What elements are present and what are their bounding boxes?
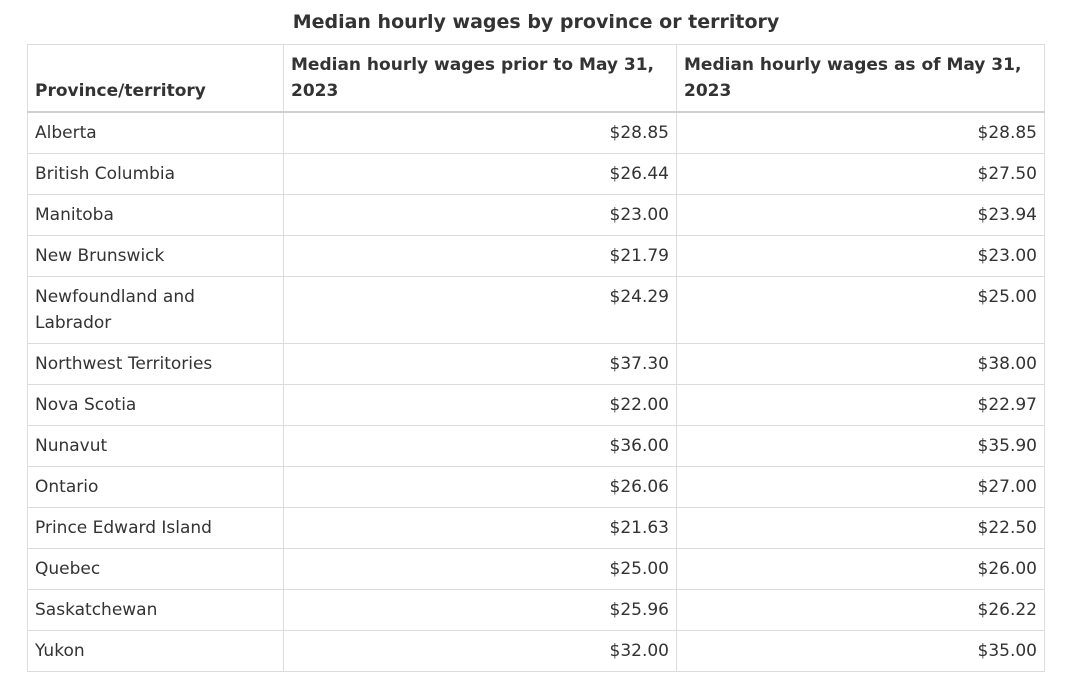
cell-region: Alberta [27, 111, 284, 154]
cell-region: Nunavut [27, 425, 284, 467]
table-row: Nunavut $36.00 $35.90 [27, 425, 1045, 467]
cell-prior-wage: $23.00 [283, 194, 677, 236]
table-row: British Columbia $26.44 $27.50 [27, 153, 1045, 195]
cell-current-wage: $23.94 [676, 194, 1045, 236]
table-body: Alberta $28.85 $28.85 British Columbia $26.4… [27, 111, 1045, 672]
table-row: Northwest Territories $37.30 $38.00 [27, 343, 1045, 385]
cell-current-wage: $27.50 [676, 153, 1045, 195]
cell-region: Quebec [27, 548, 284, 590]
table-row: Prince Edward Island $21.63 $22.50 [27, 507, 1045, 549]
cell-prior-wage: $25.00 [283, 548, 677, 590]
table-row: Newfoundland and Labrador $24.29 $25.00 [27, 276, 1045, 344]
cell-region: New Brunswick [27, 235, 284, 277]
cell-prior-wage: $26.06 [283, 466, 677, 508]
header-row: Province/territory Median hourly wages p… [27, 44, 1045, 113]
header-province: Province/territory [27, 44, 284, 113]
cell-region: Manitoba [27, 194, 284, 236]
cell-region: Yukon [27, 630, 284, 672]
cell-prior-wage: $37.30 [283, 343, 677, 385]
cell-current-wage: $22.50 [676, 507, 1045, 549]
cell-current-wage: $38.00 [676, 343, 1045, 385]
header-prior-wages: Median hourly wages prior to May 31, 202… [283, 44, 677, 113]
cell-region: Northwest Territories [27, 343, 284, 385]
cell-region: Newfoundland and Labrador [27, 276, 284, 344]
table-row: Manitoba $23.00 $23.94 [27, 194, 1045, 236]
cell-region: Saskatchewan [27, 589, 284, 631]
table-caption: Median hourly wages by province or terri… [292, 11, 780, 33]
cell-prior-wage: $25.96 [283, 589, 677, 631]
cell-prior-wage: $22.00 [283, 384, 677, 426]
cell-region: British Columbia [27, 153, 284, 195]
cell-current-wage: $35.90 [676, 425, 1045, 467]
cell-region: Ontario [27, 466, 284, 508]
table-row: Quebec $25.00 $26.00 [27, 548, 1045, 590]
cell-prior-wage: $28.85 [283, 111, 677, 154]
cell-prior-wage: $36.00 [283, 425, 677, 467]
table-row: Ontario $26.06 $27.00 [27, 466, 1045, 508]
table-row: Alberta $28.85 $28.85 [27, 111, 1045, 154]
cell-region: Prince Edward Island [27, 507, 284, 549]
table-row: Saskatchewan $25.96 $26.22 [27, 589, 1045, 631]
wages-table: Province/territory Median hourly wages p… [27, 44, 1045, 672]
cell-prior-wage: $26.44 [283, 153, 677, 195]
table-row: Nova Scotia $22.00 $22.97 [27, 384, 1045, 426]
cell-region: Nova Scotia [27, 384, 284, 426]
cell-current-wage: $27.00 [676, 466, 1045, 508]
table-row: New Brunswick $21.79 $23.00 [27, 235, 1045, 277]
cell-current-wage: $35.00 [676, 630, 1045, 672]
cell-current-wage: $22.97 [676, 384, 1045, 426]
cell-prior-wage: $21.79 [283, 235, 677, 277]
cell-prior-wage: $21.63 [283, 507, 677, 549]
cell-current-wage: $25.00 [676, 276, 1045, 344]
table-row: Yukon $32.00 $35.00 [27, 630, 1045, 672]
cell-current-wage: $26.00 [676, 548, 1045, 590]
header-current-wages: Median hourly wages as of May 31, 2023 [676, 44, 1045, 113]
cell-prior-wage: $24.29 [283, 276, 677, 344]
cell-prior-wage: $32.00 [283, 630, 677, 672]
cell-current-wage: $26.22 [676, 589, 1045, 631]
cell-current-wage: $23.00 [676, 235, 1045, 277]
cell-current-wage: $28.85 [676, 111, 1045, 154]
table-header: Province/territory Median hourly wages p… [27, 44, 1045, 113]
